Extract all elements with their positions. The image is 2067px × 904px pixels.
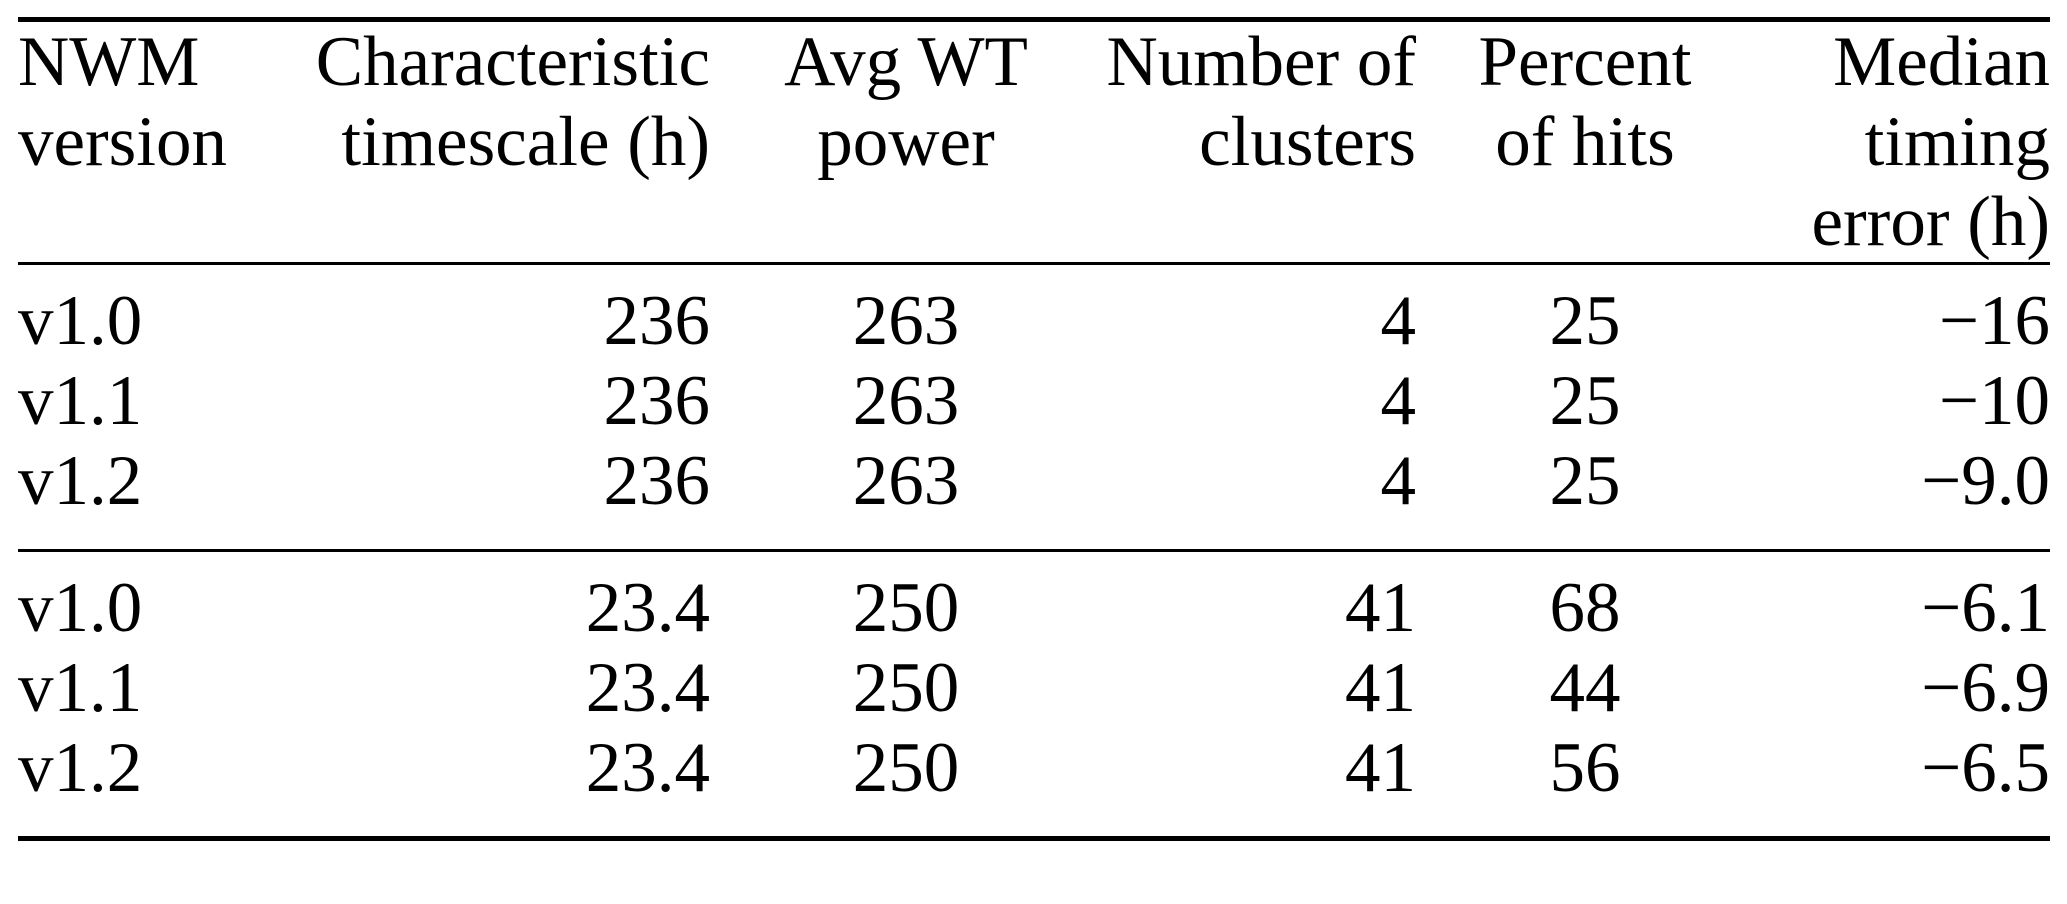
cell-timing-error: −9.0 xyxy=(1921,442,2050,520)
header-characteristic-timescale: Characteristic timescale (h) xyxy=(308,20,710,264)
cell-wt-power: 263 xyxy=(852,362,960,440)
cell-timing-error: −6.5 xyxy=(1921,729,2050,807)
cell-timescale: 236 xyxy=(603,282,711,360)
table-row: v1.0 23.4 250 41 68 −6.1 xyxy=(18,551,2050,649)
header-line: Number of xyxy=(1106,23,1416,101)
header-number-of-clusters: Number of clusters xyxy=(1102,20,1416,264)
cell-wt-power: 250 xyxy=(852,649,960,727)
cell-timing-error: −16 xyxy=(1938,282,2050,360)
cell-percent-hits: 25 xyxy=(1549,282,1621,360)
header-median-timing-error: Median timing error (h) xyxy=(1754,20,2050,264)
cell-percent-hits: 25 xyxy=(1549,362,1621,440)
cell-nwm-version: v1.0 xyxy=(18,282,143,360)
cell-timescale: 236 xyxy=(603,362,711,440)
table-row: v1.1 236 263 4 25 −10 xyxy=(18,361,2050,441)
cell-nwm-version: v1.1 xyxy=(18,649,143,727)
header-percent-of-hits: Percent of hits xyxy=(1416,20,1754,264)
table-header: NWM version Characteristic timescale (h)… xyxy=(18,20,2050,264)
table-row: v1.2 236 263 4 25 −9.0 xyxy=(18,441,2050,551)
row-group-short-timescale: v1.0 23.4 250 41 68 −6.1 v1.1 23.4 250 4… xyxy=(18,550,2050,839)
header-line: of hits xyxy=(1495,103,1675,181)
cell-timescale: 23.4 xyxy=(585,729,710,807)
header-line: Characteristic xyxy=(315,23,710,101)
header-row: NWM version Characteristic timescale (h)… xyxy=(18,20,2050,264)
header-nwm-version: NWM version xyxy=(18,20,308,264)
cell-clusters: 4 xyxy=(1380,282,1417,360)
cell-nwm-version: v1.2 xyxy=(18,729,143,807)
cell-percent-hits: 56 xyxy=(1549,729,1621,807)
cell-clusters: 41 xyxy=(1345,729,1416,807)
cell-nwm-version: v1.0 xyxy=(18,569,143,647)
cell-wt-power: 250 xyxy=(852,729,960,807)
header-line: timing xyxy=(1864,103,2050,181)
table-row: v1.1 23.4 250 41 44 −6.9 xyxy=(18,648,2050,728)
cell-clusters: 4 xyxy=(1380,442,1417,520)
cell-timescale: 23.4 xyxy=(585,649,710,727)
results-table: NWM version Characteristic timescale (h)… xyxy=(18,17,2050,841)
header-line: NWM xyxy=(18,23,200,101)
header-avg-wt-power: Avg WT power xyxy=(710,20,1102,264)
cell-timing-error: −6.1 xyxy=(1921,569,2050,647)
cell-wt-power: 250 xyxy=(852,569,960,647)
header-line: timescale (h) xyxy=(341,103,710,181)
cell-wt-power: 263 xyxy=(852,442,960,520)
table-row: v1.0 236 263 4 25 −16 xyxy=(18,264,2050,362)
cell-timescale: 23.4 xyxy=(585,569,710,647)
cell-nwm-version: v1.1 xyxy=(18,362,143,440)
cell-timing-error: −10 xyxy=(1938,362,2050,440)
cell-clusters: 41 xyxy=(1345,569,1416,647)
row-group-long-timescale: v1.0 236 263 4 25 −16 v1.1 236 263 4 25 … xyxy=(18,264,2050,551)
header-line: version xyxy=(18,103,228,181)
cell-wt-power: 263 xyxy=(852,282,960,360)
cell-percent-hits: 44 xyxy=(1549,649,1621,727)
cell-clusters: 41 xyxy=(1345,649,1416,727)
cell-timescale: 236 xyxy=(603,442,711,520)
cell-timing-error: −6.9 xyxy=(1921,649,2050,727)
cell-percent-hits: 25 xyxy=(1549,442,1621,520)
cell-percent-hits: 68 xyxy=(1549,569,1621,647)
table-row: v1.2 23.4 250 41 56 −6.5 xyxy=(18,728,2050,839)
cell-clusters: 4 xyxy=(1380,362,1417,440)
header-line: Median xyxy=(1833,23,2050,101)
header-line: Percent xyxy=(1478,23,1692,101)
cell-nwm-version: v1.2 xyxy=(18,442,143,520)
header-line: power xyxy=(817,103,995,181)
header-line: Avg WT xyxy=(784,23,1028,101)
header-line: clusters xyxy=(1199,103,1416,181)
header-line: error (h) xyxy=(1811,183,2050,261)
